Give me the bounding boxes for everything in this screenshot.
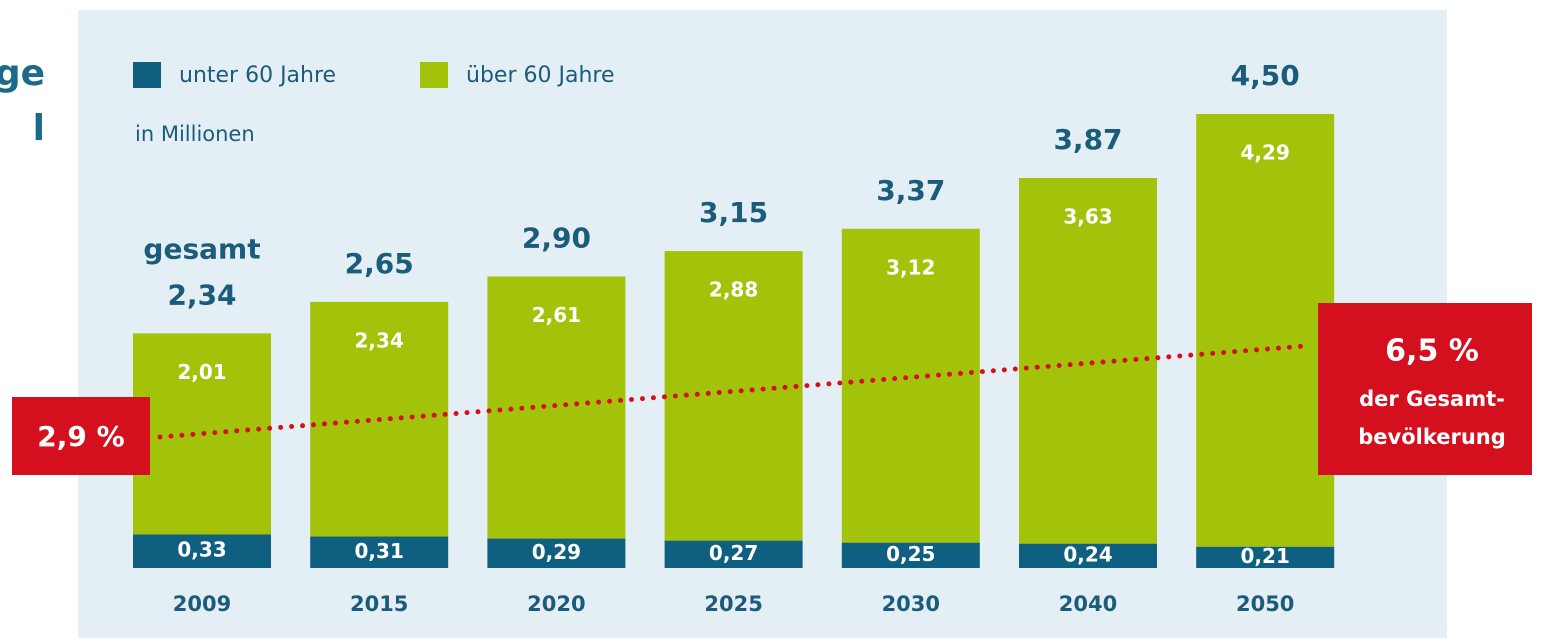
bar-segment [1019,543,1157,568]
share-label: 6,5 % [1385,334,1479,369]
total-label: 4,50 [1231,59,1300,92]
value-label: 4,29 [1241,141,1290,165]
total-label: 2,34 [167,278,236,311]
x-tick-label: 2025 [704,592,762,616]
value-label: 0,27 [709,541,758,565]
value-label: 0,24 [1063,542,1112,566]
title-fragment: l [33,108,45,149]
value-label: 0,25 [886,542,935,566]
subtitle: in Millionen [135,122,255,146]
value-label: 0,31 [355,539,404,563]
value-label: 3,12 [886,255,935,279]
value-label: 3,63 [1063,204,1112,228]
bar-segment [841,542,980,568]
total-caption: gesamt [143,232,260,265]
share-box [12,397,150,475]
bar-segment [1196,114,1335,547]
x-tick-label: 2050 [1236,592,1294,616]
value-label: 2,61 [532,303,581,327]
x-tick-label: 2040 [1059,592,1117,616]
bar-segment [487,538,626,568]
x-tick-label: 2009 [173,592,231,616]
bar-segment [310,536,449,568]
legend-label: über 60 Jahre [466,63,614,88]
total-label: 2,90 [522,221,591,254]
share-caption: der Gesamt- [1359,387,1505,411]
total-label: 3,87 [1053,123,1122,156]
x-tick-label: 2030 [882,592,940,616]
value-label: 0,33 [177,538,226,562]
value-label: 0,29 [532,540,581,564]
value-label: 2,34 [355,328,404,352]
value-label: 2,88 [709,278,758,302]
total-label: 3,15 [699,196,768,229]
share-line [157,343,1308,440]
share-label: 2,9 % [37,420,124,453]
title-fragment: ge [0,53,45,94]
value-label: 0,21 [1241,544,1290,568]
total-label: 2,65 [345,247,414,280]
share-caption: bevölkerung [1358,425,1506,449]
x-tick-label: 2015 [350,592,408,616]
total-label: 3,37 [876,174,945,207]
legend-swatch [420,62,448,88]
value-label: 2,01 [177,360,226,384]
share-box [1318,303,1532,475]
legend-label: unter 60 Jahre [179,63,336,88]
bar-segment [664,540,803,568]
bar-segment [1196,546,1335,568]
bar-segment [841,228,980,543]
x-tick-label: 2020 [527,592,585,616]
legend-swatch [133,62,161,88]
bar-segment [133,534,271,568]
